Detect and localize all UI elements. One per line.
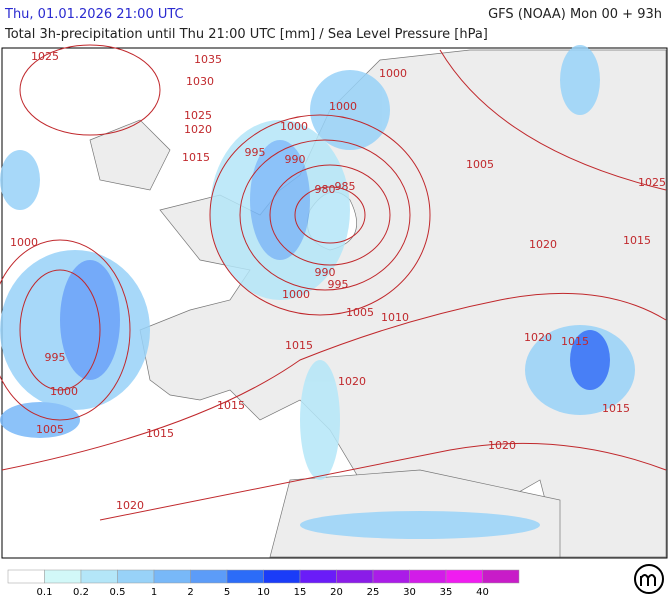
legend-swatch: [226, 569, 264, 584]
legend-swatch: [263, 569, 301, 584]
isobar-label: 1030: [186, 75, 214, 88]
logo: [634, 564, 664, 594]
isobar-label: 1010: [381, 311, 409, 324]
isobar-label: 1020: [184, 123, 212, 136]
legend-label: 35: [440, 587, 453, 598]
legend-label: 30: [403, 587, 416, 598]
legend-label: 40: [476, 587, 489, 598]
isobar-label: 1025: [638, 176, 666, 189]
legend: 0.1 0.2 0.5 1 2 5 10 15 20 25 30 35 40: [7, 569, 520, 598]
legend-label: 1: [151, 587, 157, 598]
legend-swatch: [482, 569, 520, 584]
isobar-label: 1015: [217, 399, 245, 412]
isobar-label: 1015: [146, 427, 174, 440]
legend-label: 0.2: [73, 587, 89, 598]
isobar-label: 1020: [116, 499, 144, 512]
isobar-label: 1005: [36, 423, 64, 436]
legend-swatch: [7, 569, 45, 584]
isobar-label: 1000: [329, 100, 357, 113]
isobar-label: 1015: [285, 339, 313, 352]
legend-label: 0.1: [37, 587, 53, 598]
isobar-label: 1000: [10, 236, 38, 249]
isobar-label: 990: [315, 266, 336, 279]
isobar-label: 990: [285, 153, 306, 166]
isobar-label: 1000: [379, 67, 407, 80]
isobar-label: 995: [245, 146, 266, 159]
legend-label: 2: [187, 587, 193, 598]
subtitle: Total 3h-precipitation until Thu 21:00 U…: [4, 27, 488, 42]
legend-label: 20: [330, 587, 343, 598]
legend-label: 5: [224, 587, 230, 598]
legend-swatch: [299, 569, 337, 584]
isobar-label: 1020: [338, 375, 366, 388]
legend-label: 15: [294, 587, 307, 598]
isobar-label: 1020: [488, 439, 516, 452]
isobar-label: 1015: [602, 402, 630, 415]
isobar-label: 1025: [31, 50, 59, 63]
legend-swatch: [80, 569, 118, 584]
legend-swatch: [190, 569, 228, 584]
legend-label: 0.5: [110, 587, 126, 598]
legend-label: 25: [367, 587, 380, 598]
legend-swatch: [336, 569, 374, 584]
isobar-label: 995: [45, 351, 66, 364]
legend-swatch: [445, 569, 483, 584]
isobar-label: 995: [328, 278, 349, 291]
valid-time: Thu, 01.01.2026 21:00 UTC: [4, 7, 184, 22]
legend-swatch: [372, 569, 410, 584]
legend-swatch: [44, 569, 82, 584]
isobar-label: 1000: [50, 385, 78, 398]
isobar-label: 1025: [184, 109, 212, 122]
isobar-label: 1000: [282, 288, 310, 301]
isobar-label: 1005: [466, 158, 494, 171]
legend-label: 10: [257, 587, 270, 598]
isobar-label: 1035: [194, 53, 222, 66]
isobar-label: 1015: [623, 234, 651, 247]
isobar-label: 980: [315, 183, 336, 196]
legend-swatch: [117, 569, 155, 584]
isobar-label: 1000: [280, 120, 308, 133]
legend-swatch: [153, 569, 191, 584]
isobar-label: 1015: [561, 335, 589, 348]
isobar-label: 1015: [182, 151, 210, 164]
isobar-label: 1020: [524, 331, 552, 344]
isobar-label: 985: [335, 180, 356, 193]
legend-swatch: [409, 569, 447, 584]
isobar-label: 1005: [346, 306, 374, 319]
model-run: GFS (NOAA) Mon 00 + 93h: [488, 7, 662, 22]
isobar-label: 1020: [529, 238, 557, 251]
